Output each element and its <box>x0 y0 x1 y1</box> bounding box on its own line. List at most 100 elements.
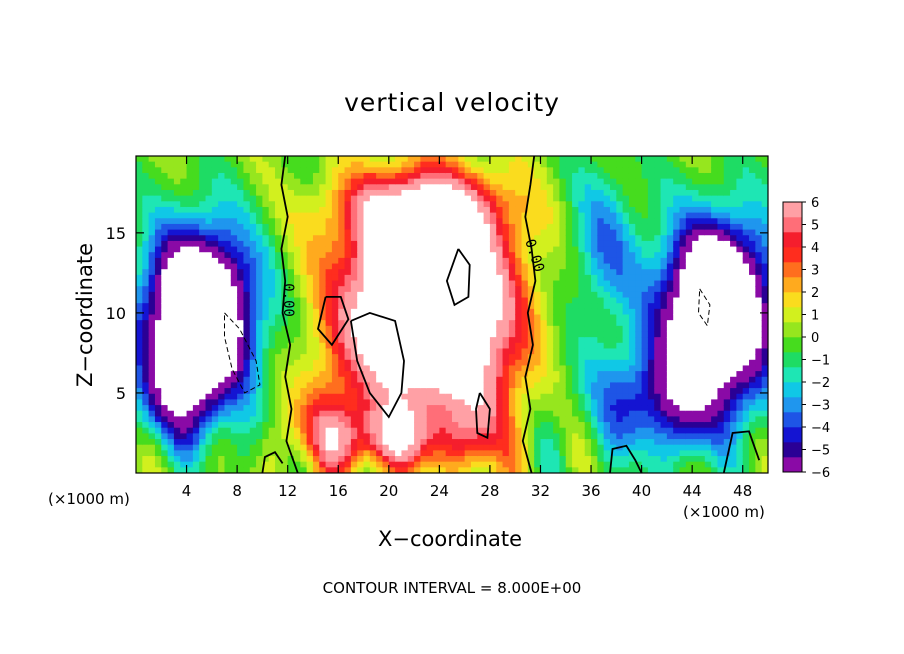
heatmap-cell <box>192 354 200 361</box>
heatmap-cell <box>186 263 194 270</box>
heatmap-cell <box>388 325 396 333</box>
heatmap-cell <box>395 410 403 417</box>
heatmap-cell <box>388 172 396 180</box>
heatmap-cell <box>167 274 175 282</box>
heatmap-cell <box>628 274 636 282</box>
heatmap-cell <box>205 223 213 231</box>
heatmap-cell <box>597 461 605 468</box>
heatmap-cell <box>407 342 415 350</box>
heatmap-cell <box>395 359 403 367</box>
heatmap-cell <box>388 156 396 163</box>
heatmap-cell <box>211 416 219 423</box>
heatmap-cell <box>294 365 301 372</box>
heatmap-cell <box>186 320 194 327</box>
heatmap-cell <box>148 223 156 231</box>
heatmap-cell <box>136 331 143 338</box>
heatmap-cell <box>211 461 219 468</box>
heatmap-cell <box>230 331 238 338</box>
heatmap-cell <box>445 161 453 168</box>
heatmap-cell <box>401 427 409 434</box>
heatmap-cell <box>508 388 516 395</box>
heatmap-cell <box>433 218 440 225</box>
heatmap-cell <box>376 297 384 304</box>
heatmap-cell <box>603 354 611 361</box>
heatmap-cell <box>660 331 668 338</box>
heatmap-cell <box>426 178 434 185</box>
heatmap-cell <box>338 235 346 242</box>
heatmap-cell <box>603 189 611 197</box>
heatmap-cell <box>154 229 162 236</box>
heatmap-cell <box>205 405 213 412</box>
heatmap-cell <box>597 320 605 327</box>
heatmap-cell <box>597 388 605 395</box>
heatmap-cell <box>224 388 232 395</box>
heatmap-cell <box>312 161 320 168</box>
heatmap-cell <box>237 161 245 168</box>
heatmap-cell <box>666 297 674 304</box>
heatmap-cell <box>603 393 611 401</box>
heatmap-cell <box>641 189 649 197</box>
heatmap-cell <box>628 195 636 202</box>
heatmap-cell <box>192 456 200 463</box>
heatmap-cell <box>508 297 516 304</box>
heatmap-cell <box>369 206 377 214</box>
heatmap-cell <box>565 252 573 259</box>
heatmap-cell <box>167 218 175 225</box>
heatmap-cell <box>610 257 617 265</box>
heatmap-cell <box>186 348 194 355</box>
heatmap-cell <box>584 201 592 208</box>
heatmap-cell <box>199 371 207 378</box>
heatmap-cell <box>205 320 213 327</box>
heatmap-cell <box>647 218 655 225</box>
heatmap-cell <box>489 178 497 185</box>
heatmap-cell <box>685 416 693 423</box>
heatmap-cell <box>211 212 219 219</box>
heatmap-cell <box>142 235 150 242</box>
heatmap-cell <box>243 167 251 174</box>
heatmap-cell <box>635 405 643 412</box>
heatmap-cell <box>578 416 586 423</box>
heatmap-cell <box>489 439 497 446</box>
heatmap-cell <box>641 444 649 451</box>
heatmap-cell <box>167 331 175 338</box>
heatmap-cell <box>496 252 504 259</box>
heatmap-cell <box>211 410 219 417</box>
heatmap-cell <box>192 410 200 417</box>
heatmap-cell <box>584 433 592 440</box>
heatmap-cell <box>369 365 377 372</box>
heatmap-cell <box>275 223 282 231</box>
heatmap-cell <box>534 410 542 417</box>
heatmap-cell <box>559 178 567 185</box>
heatmap-cell <box>439 450 447 457</box>
heatmap-cell <box>673 195 681 202</box>
heatmap-cell <box>584 189 592 197</box>
heatmap-cell <box>205 195 213 202</box>
heatmap-cell <box>445 184 453 191</box>
heatmap-cell <box>502 382 510 389</box>
heatmap-cell <box>331 246 339 253</box>
heatmap-cell <box>154 314 162 321</box>
heatmap-cell <box>439 422 447 429</box>
heatmap-cell <box>401 286 409 293</box>
heatmap-cell <box>477 382 485 389</box>
heatmap-cell <box>218 263 226 270</box>
heatmap-cell <box>483 456 491 463</box>
heatmap-cell <box>256 303 263 310</box>
heatmap-cell <box>452 320 459 327</box>
heatmap-cell <box>414 257 421 265</box>
heatmap-cell <box>584 331 592 338</box>
heatmap-cell <box>376 184 384 191</box>
heatmap-cell <box>281 167 289 174</box>
heatmap-cell <box>344 161 352 168</box>
heatmap-cell <box>401 354 409 361</box>
heatmap-cell <box>306 325 314 333</box>
heatmap-cell <box>420 410 428 417</box>
heatmap-cell <box>407 382 415 389</box>
heatmap-cell <box>622 303 630 310</box>
heatmap-cell <box>452 280 459 287</box>
heatmap-cell <box>275 303 282 310</box>
heatmap-cell <box>180 218 188 225</box>
heatmap-cell <box>395 422 403 429</box>
heatmap-cell <box>230 388 238 395</box>
heatmap-cell <box>186 235 194 242</box>
